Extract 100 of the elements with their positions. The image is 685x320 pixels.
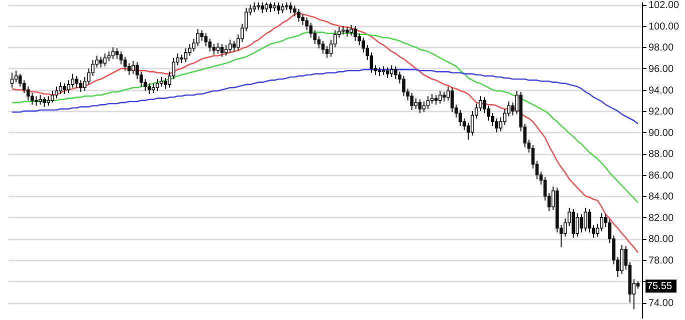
candlestick xyxy=(588,208,592,233)
candlestick xyxy=(38,94,42,106)
candlestick xyxy=(490,112,494,126)
candlestick xyxy=(422,100,426,113)
candlestick xyxy=(390,64,394,78)
candlestick xyxy=(164,78,168,90)
y-tick-label: 84.00 xyxy=(648,192,674,203)
y-tick-label: 94.00 xyxy=(648,85,674,96)
annotation: 75.55 xyxy=(647,281,672,292)
candlestick xyxy=(204,32,208,47)
y-tick-label: 90.00 xyxy=(648,128,674,139)
candlestick xyxy=(136,62,139,80)
candlestick xyxy=(83,76,86,92)
candlestick xyxy=(87,68,90,85)
candlestick xyxy=(600,212,604,232)
candlestick xyxy=(115,48,119,60)
candlestick xyxy=(321,40,325,54)
candlestick xyxy=(580,214,584,233)
candlestick xyxy=(188,44,192,56)
candlestick xyxy=(414,98,418,110)
candlestick xyxy=(572,208,575,238)
candlestick xyxy=(156,78,160,92)
candlestick xyxy=(350,24,353,36)
candlestick xyxy=(584,207,588,232)
candlestick xyxy=(394,66,398,80)
candlestick xyxy=(184,48,188,63)
candlestick xyxy=(418,98,422,114)
candlestick xyxy=(430,94,434,104)
y-tick-label: 92.00 xyxy=(648,106,674,118)
candlestick xyxy=(280,3,284,14)
y-tick-label: 96.00 xyxy=(648,64,674,75)
y-tick-label: 100.00 xyxy=(648,21,680,32)
line-series xyxy=(11,12,639,254)
candlestick xyxy=(293,5,296,17)
y-tick-label: 88.00 xyxy=(648,149,674,160)
candlestick xyxy=(224,44,228,56)
candlestick xyxy=(127,62,131,76)
candlestick xyxy=(119,50,123,65)
candlestick xyxy=(478,96,482,112)
candlestick xyxy=(42,96,46,108)
candlestick xyxy=(62,82,66,95)
candlestick xyxy=(470,110,474,136)
candlestick xyxy=(305,16,308,31)
candlestick xyxy=(66,80,70,94)
candlestick xyxy=(362,37,366,54)
candlestick xyxy=(212,44,216,56)
candlestick xyxy=(58,82,62,95)
y-tick-label: 78.00 xyxy=(648,256,674,267)
candlestick xyxy=(289,2,292,14)
candlestick xyxy=(313,30,317,45)
candlestick xyxy=(26,86,30,101)
candlestick xyxy=(79,80,82,92)
candlestick xyxy=(346,26,349,38)
candlestick xyxy=(160,76,164,88)
candlestick xyxy=(200,30,204,42)
candlestick xyxy=(354,25,357,42)
candlestick xyxy=(370,52,374,74)
candlestick xyxy=(297,8,300,22)
candlestick xyxy=(10,72,14,88)
candlestick xyxy=(494,118,498,133)
candlestick xyxy=(268,2,272,13)
candlestick xyxy=(107,50,111,62)
candlestick xyxy=(103,53,107,67)
candlestick xyxy=(620,244,624,274)
candlestick xyxy=(208,38,212,52)
candlestick xyxy=(386,66,390,79)
candlestick xyxy=(402,75,406,97)
candlestick xyxy=(75,75,78,88)
candlestick xyxy=(30,92,34,106)
candlestick xyxy=(442,91,446,102)
candlestick xyxy=(70,73,74,88)
candlestick xyxy=(111,46,115,60)
y-tick-label: 86.00 xyxy=(648,170,674,182)
candlestick xyxy=(228,39,232,54)
candlestick xyxy=(426,96,430,110)
candlestick xyxy=(576,212,580,238)
candlestick xyxy=(132,60,135,74)
candlestick xyxy=(232,40,236,52)
candlestick xyxy=(34,96,38,106)
y-tick-label: 80.00 xyxy=(648,234,674,246)
y-tick-label: 102.00 xyxy=(648,0,680,12)
candlestick xyxy=(14,70,18,83)
candlestick xyxy=(123,56,127,72)
candlestick xyxy=(46,96,50,106)
candlestick xyxy=(434,94,438,106)
candlestick xyxy=(458,109,462,126)
candlestick xyxy=(410,92,414,110)
candlestick xyxy=(216,42,220,54)
candlestick xyxy=(317,36,321,49)
candlestick xyxy=(148,82,151,95)
candlestick xyxy=(438,90,442,104)
y-tick-label: 98.00 xyxy=(648,42,674,54)
candlestick xyxy=(325,46,329,58)
y-tick-label: 82.00 xyxy=(648,212,674,224)
candlestick xyxy=(276,2,280,15)
candlestick xyxy=(220,44,224,58)
candlestick xyxy=(99,56,103,68)
candlestick xyxy=(152,82,156,94)
candlestick xyxy=(260,2,264,14)
candlestick xyxy=(50,90,54,104)
